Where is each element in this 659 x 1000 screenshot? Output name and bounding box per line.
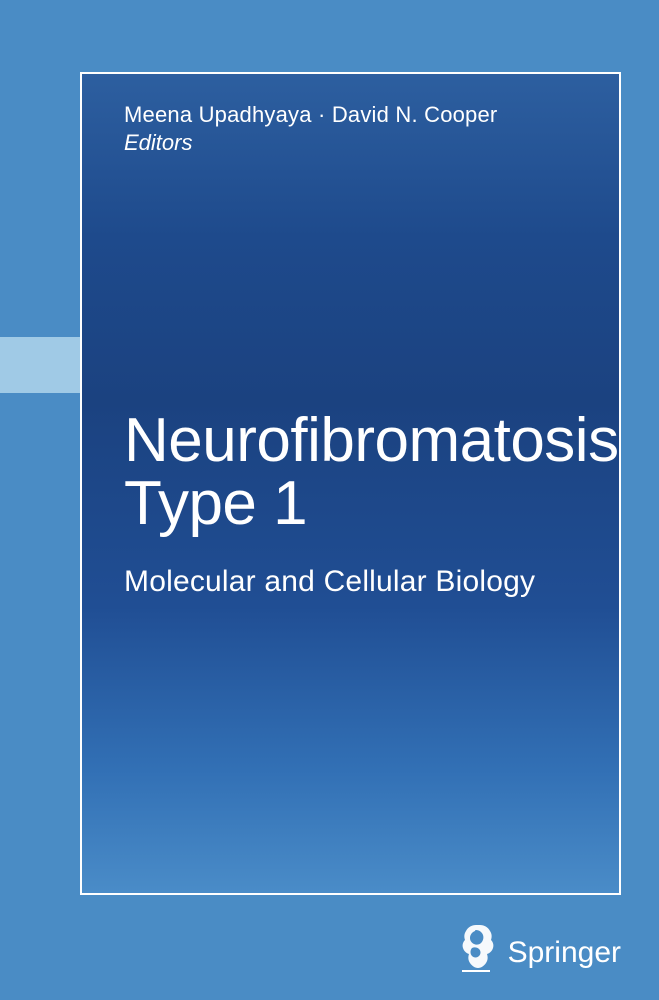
- publisher-block: Springer: [454, 922, 621, 974]
- publisher-name: Springer: [508, 936, 621, 974]
- subtitle: Molecular and Cellular Biology: [124, 565, 599, 599]
- editor-names: Meena Upadhyaya · David N. Cooper: [124, 102, 589, 128]
- book-cover: Meena Upadhyaya · David N. Cooper Editor…: [0, 0, 659, 1000]
- title-line-1: Neurofibromatosis: [124, 409, 599, 472]
- editors-block: Meena Upadhyaya · David N. Cooper Editor…: [124, 102, 589, 156]
- editors-label: Editors: [124, 130, 589, 156]
- title-block: Neurofibromatosis Type 1 Molecular and C…: [124, 409, 599, 599]
- main-panel: Meena Upadhyaya · David N. Cooper Editor…: [80, 72, 621, 895]
- title-line-2: Type 1: [124, 472, 599, 535]
- springer-horse-icon: [454, 922, 498, 974]
